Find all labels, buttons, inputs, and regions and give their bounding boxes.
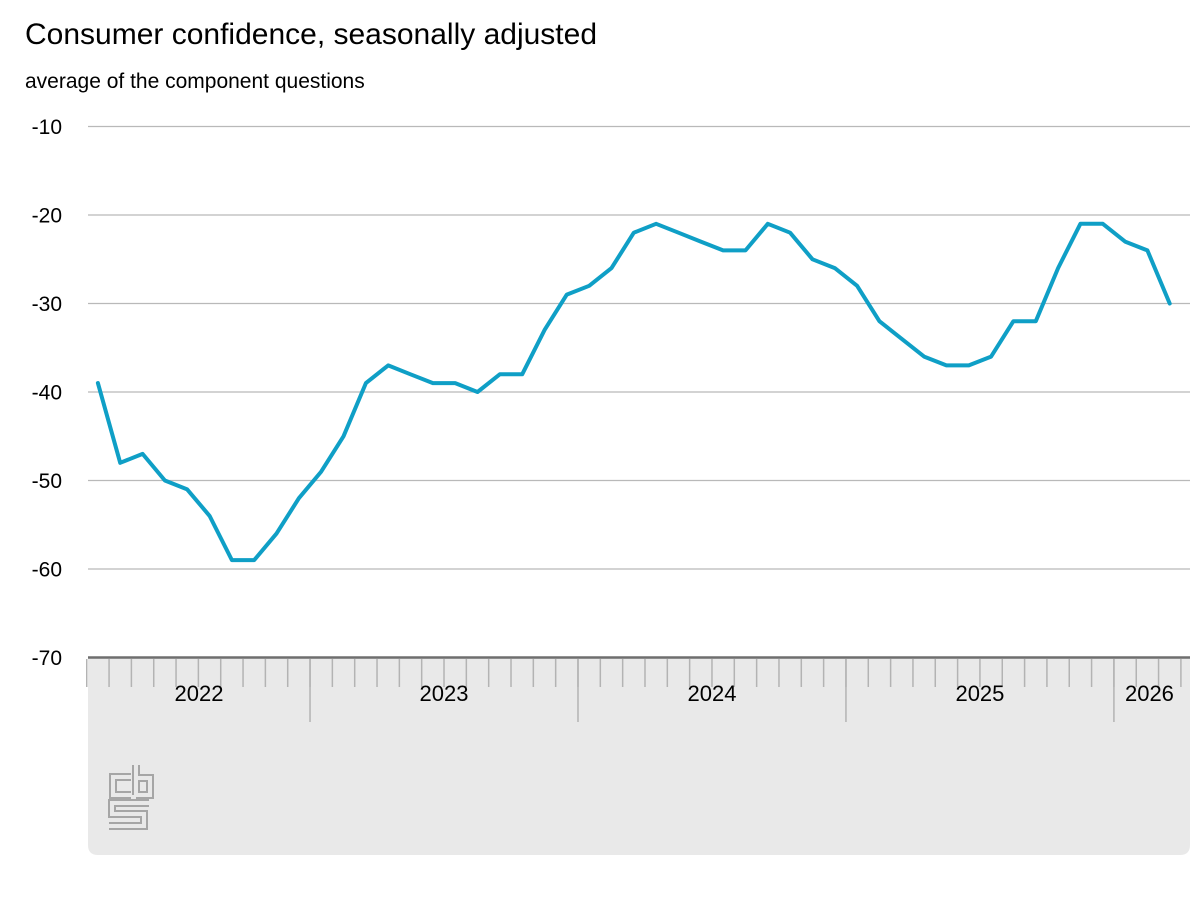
gridlines-layer [88,125,1190,570]
cbs-logo-icon [108,765,154,830]
year-label: 2023 [420,681,469,706]
y-axis-tick-label: -10 [32,116,62,139]
y-axis-tick-label: -70 [32,647,62,670]
data-line-layer [95,221,1172,563]
y-axis-tick-label: -60 [32,559,62,582]
y-axis-tick-label: -50 [32,470,62,493]
y-axis-tick-label: -20 [32,205,62,228]
x-axis-band [88,657,1190,855]
chart-subtitle: average of the component questions [25,70,365,93]
x-axis-band-layer [88,656,1190,855]
axis-labels-layer: -10 -20 -30 -40 -50 -60 -70 2022 2023 2024 2025 202… [32,116,1174,706]
year-label: 2022 [175,681,224,706]
month-ticks-layer [85,659,1182,722]
year-label: 2025 [955,681,1004,706]
year-label: 2026 [1125,681,1174,706]
y-axis-tick-label: -40 [32,382,62,405]
year-label: 2024 [687,681,736,706]
consumer-confidence-line [95,221,1172,563]
y-axis-tick-label: -30 [32,293,62,316]
chart-title: Consumer confidence, seasonally adjusted [25,18,598,51]
